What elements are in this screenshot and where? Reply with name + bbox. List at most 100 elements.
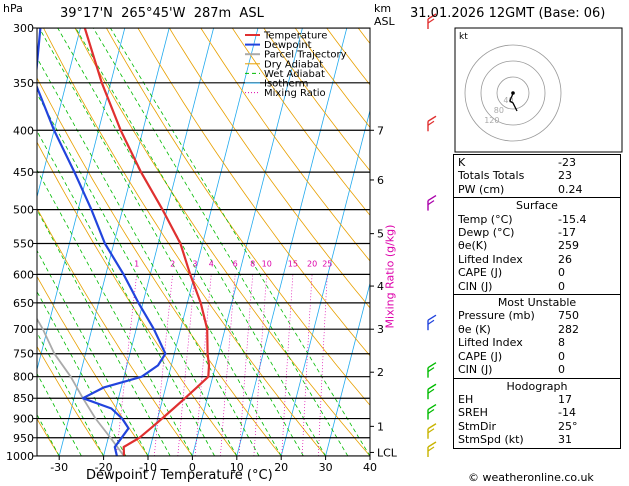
wind-barb-flag (427, 319, 435, 325)
asl-label: ASL (374, 15, 395, 28)
most_unstable-value: 0 (558, 349, 565, 363)
wind-barb-flag (427, 362, 437, 369)
hodograph_table-row: StmSpd (kt) 31 (458, 433, 616, 446)
hodograph-frame (454, 27, 623, 153)
km-tick-label: 6 (377, 174, 384, 187)
wind-barb-flag (427, 18, 435, 24)
dry-adiabat-line (231, 28, 370, 216)
surface-label: Dewp (°C) (458, 226, 515, 240)
indices-label: K (458, 156, 466, 169)
hodograph_table-label: EH (458, 392, 474, 406)
x-tick-label: -30 (50, 461, 68, 474)
wind-barb-flag (427, 403, 437, 411)
pressure-tick-label: 500 (13, 204, 34, 217)
pressure-tick-label: 350 (13, 77, 34, 90)
dry-adiabat-line (263, 28, 370, 172)
indices-box: K -23 Totals Totals 23 PW (cm) 0.24 (453, 154, 621, 199)
hodograph-ring (480, 60, 546, 126)
hodograph-ring-label: 40 (503, 96, 513, 105)
indices-value: 0.24 (558, 182, 583, 196)
mixing-ratio-label: 15 (288, 259, 298, 268)
most_unstable-label: CIN (J) (458, 363, 493, 377)
pressure-tick-label: 700 (13, 323, 34, 336)
location-title: 39°17'N 265°45'W 287m ASL (60, 6, 264, 21)
mixing-ratio-label: 8 (250, 259, 255, 268)
wind-barb-flag (427, 194, 437, 202)
mixing-ratio-axis-label: Mixing Ratio (g/kg) (383, 224, 397, 329)
copyright: © weatheronline.co.uk (468, 471, 594, 484)
hodograph-ring (496, 76, 530, 110)
mixing-ratio-line (220, 274, 236, 456)
hodograph_table-label: SREH (458, 406, 488, 420)
most_unstable-row: Lifted Index 8 (458, 336, 616, 349)
wind-barb-flag (427, 367, 435, 373)
dry-adiabat-line (37, 77, 282, 456)
x-tick-label: -10 (139, 461, 157, 474)
dry-adiabat-line (37, 345, 104, 456)
km-tick-label: 3 (377, 323, 384, 336)
surface-row: CAPE (J) 0 (458, 266, 616, 279)
pressure-tick-label: 450 (13, 166, 34, 179)
hodograph-title: Hodograph (506, 379, 568, 393)
pressure-tick-label: 550 (13, 237, 34, 250)
mixing-ratio-line (177, 274, 196, 456)
legend-label: Dewpoint (264, 40, 312, 51)
km-tick-label: 4 (377, 280, 384, 293)
dewpoint-line (37, 28, 167, 456)
surface-label: θe(K) (458, 239, 488, 253)
wind-barb-flag (427, 441, 437, 448)
hodograph-origin (511, 91, 515, 95)
mixing-ratio-label: 6 (233, 259, 238, 268)
hodograph_table-value: 17 (558, 392, 572, 406)
pressure-tick-label: 600 (13, 268, 34, 281)
wind-barb-flag (427, 428, 435, 434)
wet-adiabat-line (37, 290, 127, 456)
most-unstable-box: Most Unstable Pressure (mb) 750 θe (K) 282 L… (453, 295, 621, 379)
wind-barb-flag (427, 388, 435, 394)
km-tick-label: LCL (377, 446, 398, 459)
isotherm-line (192, 28, 303, 456)
mixing-ratio-label: 25 (322, 259, 332, 268)
pressure-tick-label: 950 (13, 432, 34, 445)
most_unstable-label: CAPE (J) (458, 349, 503, 363)
dry-adiabat-line (200, 28, 370, 262)
most_unstable-label: Pressure (mb) (458, 309, 535, 323)
wind-barb-flag (427, 409, 435, 415)
hodograph-trace (509, 92, 518, 112)
most_unstable-row: Pressure (mb) 750 (458, 309, 616, 322)
indices-value: -23 (558, 156, 576, 169)
most_unstable-value: 750 (558, 309, 579, 323)
x-tick-label: 40 (363, 461, 377, 474)
km-unit: km (374, 2, 392, 15)
x-tick-label: 20 (274, 461, 288, 474)
wind-barb-flag (427, 200, 435, 206)
surface-value: 259 (558, 239, 579, 253)
mixing-ratio-line (153, 274, 174, 456)
dry-adiabat-line (74, 28, 370, 456)
pressure-tick-label: 300 (13, 22, 34, 35)
surface-row: Temp (°C) -15.4 (458, 213, 616, 226)
hodograph-ring-label: 120 (484, 116, 499, 125)
most_unstable-value: 282 (558, 322, 579, 336)
wet-adiabat-line (37, 130, 215, 456)
wet-adiabat-line (37, 372, 82, 456)
surface-row: Dewp (°C) -17 (458, 226, 616, 239)
mixing-ratio-line (318, 274, 328, 456)
km-tick-label: 2 (377, 366, 384, 379)
mixing-ratio-label: 3 (192, 259, 197, 268)
mixing-ratio-line (115, 274, 138, 456)
isotherm-line (58, 28, 170, 456)
temperature-line (83, 28, 211, 456)
plot-frame (36, 27, 371, 457)
most_unstable-value: 8 (558, 336, 565, 350)
legend-label: Mixing Ratio (264, 88, 326, 99)
legend-label: Dry Adiabat (264, 59, 323, 70)
wet-adiabat-line (37, 249, 149, 456)
wet-adiabat-line (37, 209, 171, 456)
wind-barb-flag (427, 120, 435, 126)
parcel-trajectory-line (37, 317, 125, 456)
legend-label: Isotherm (264, 79, 308, 90)
wet-adiabat-line (37, 57, 260, 456)
most_unstable-value: 0 (558, 363, 565, 377)
